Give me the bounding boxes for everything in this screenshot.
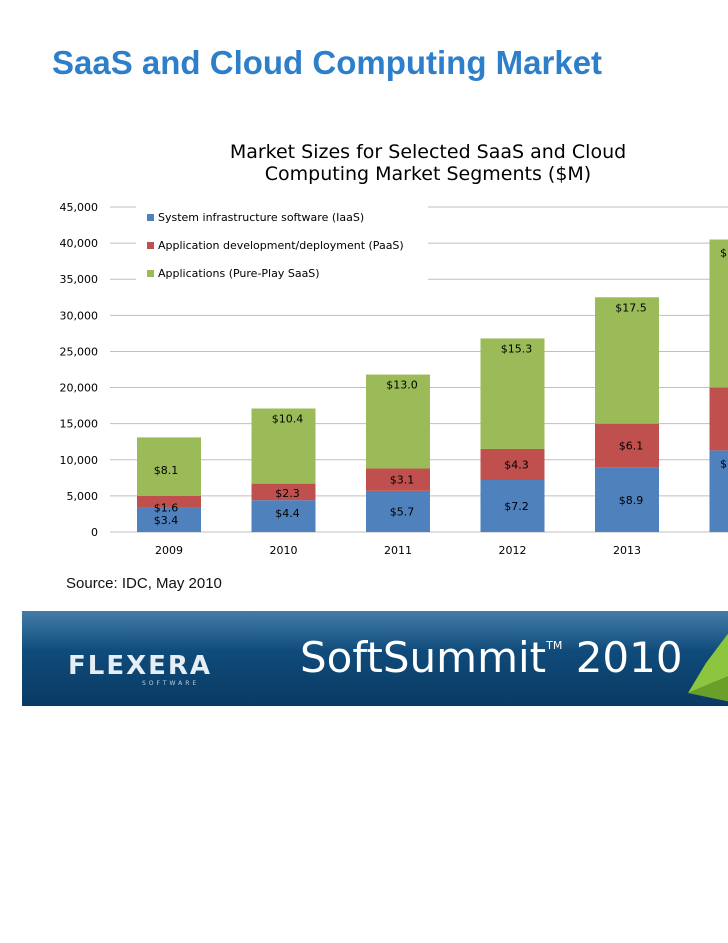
bar-segment [137, 437, 201, 496]
slide-title: SaaS and Cloud Computing Market [52, 44, 603, 81]
data-label: $ [720, 457, 727, 470]
y-tick-label: 20,000 [60, 382, 99, 395]
bar-segment [137, 495, 201, 508]
data-label: $3.1 [390, 474, 415, 487]
legend-swatch [147, 214, 154, 221]
x-tick-label: 2013 [613, 544, 641, 557]
data-label: $3.4 [154, 514, 179, 527]
bar-segment [251, 408, 316, 484]
legend-swatch [147, 242, 154, 249]
bar-segment [366, 490, 430, 532]
y-tick-label: 0 [91, 526, 98, 539]
y-tick-label: 10,000 [60, 454, 99, 467]
data-label: $8.9 [619, 494, 644, 507]
legend-entry: System infrastructure software (IaaS) [158, 211, 364, 224]
data-label: $7.2 [504, 500, 529, 513]
footer-banner: FLEXERA SOFTWARE SoftSummitTM 2010 [22, 611, 728, 706]
data-label: $10.4 [272, 413, 304, 426]
flexera-logo: FLEXERA [68, 651, 213, 681]
bar-segment [709, 239, 728, 388]
data-label: $15.3 [501, 342, 533, 355]
y-tick-label: 30,000 [60, 309, 99, 322]
y-tick-label: 25,000 [60, 345, 99, 358]
bar-segment [595, 467, 659, 532]
market-size-chart: Market Sizes for Selected SaaS and Cloud… [0, 120, 728, 590]
x-tick-label: 2009 [155, 544, 183, 557]
x-tick-label: 2010 [270, 544, 298, 557]
x-tick-label: 2011 [384, 544, 412, 557]
bar-segment [480, 480, 545, 532]
event-year: 2010 [562, 633, 683, 682]
bar-segment [595, 297, 659, 424]
trademark-mark: TM [546, 639, 563, 652]
y-tick-label: 40,000 [60, 237, 99, 250]
bar-segment [366, 468, 430, 491]
bar-segment [709, 387, 728, 451]
data-label: $ [720, 247, 727, 260]
legend-swatch [147, 270, 154, 277]
data-label: $4.4 [275, 507, 300, 520]
x-tick-label: 2012 [499, 544, 527, 557]
data-label: $1.6 [154, 501, 179, 514]
bar-segment [251, 500, 316, 532]
flexera-logo-subtext: SOFTWARE [142, 680, 200, 687]
bar-segment [709, 450, 728, 532]
legend-box [136, 204, 428, 284]
softsummit-title: SoftSummitTM 2010 [300, 633, 683, 682]
legend-entry: Applications (Pure-Play SaaS) [158, 267, 320, 280]
data-label: $8.1 [154, 464, 179, 477]
data-label: $2.3 [275, 487, 300, 500]
chart-svg: Market Sizes for Selected SaaS and Cloud… [60, 141, 728, 557]
source-note: Source: IDC, May 2010 [66, 575, 222, 592]
banner-shine [22, 611, 728, 651]
bar-segment [251, 483, 316, 501]
chart-title-line: Computing Market Segments ($M) [265, 163, 591, 185]
event-name: SoftSummit [300, 633, 547, 682]
data-label: $13.0 [386, 379, 418, 392]
bar-segment [366, 374, 430, 469]
data-label: $5.7 [390, 505, 415, 518]
data-label: $6.1 [619, 440, 644, 453]
y-tick-label: 35,000 [60, 273, 99, 286]
legend-entry: Application development/deployment (PaaS… [158, 239, 404, 252]
y-tick-label: 5,000 [67, 490, 99, 503]
bar-segment [137, 507, 201, 532]
y-tick-label: 45,000 [60, 201, 99, 214]
bar-segment [595, 423, 659, 468]
green-cube-icon [688, 633, 728, 702]
data-label: $4.3 [504, 458, 529, 471]
bar-segment [480, 448, 545, 480]
chart-title-line: Market Sizes for Selected SaaS and Cloud [230, 141, 626, 163]
y-tick-label: 15,000 [60, 418, 99, 431]
bar-segment [480, 338, 545, 449]
data-label: $17.5 [615, 301, 647, 314]
